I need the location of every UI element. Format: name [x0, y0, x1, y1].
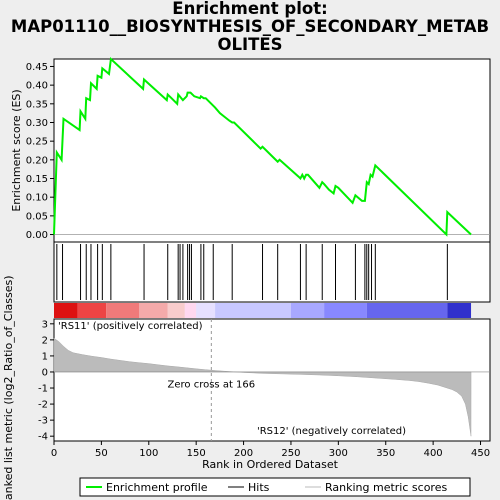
x-axis-label: Rank in Ordered Dataset	[202, 458, 339, 471]
heatmap-segment	[184, 303, 197, 318]
legend-label: Hits	[248, 481, 270, 494]
chart-title: Enrichment plot: MAP01110__BIOSYNTHESIS_…	[0, 0, 500, 54]
es-ytick-label: 0.00	[26, 230, 48, 241]
metric-ytick-label: -4	[38, 432, 48, 443]
xtick-label: 250	[281, 448, 300, 459]
metric-ytick-label: 1	[42, 351, 48, 362]
es-ytick-label: 0.20	[26, 155, 48, 166]
heatmap-segment	[77, 303, 107, 318]
heatmap-segment	[196, 303, 216, 318]
zero-cross-label: Zero cross at 166	[168, 379, 256, 390]
es-ytick-label: 0.05	[26, 211, 48, 222]
xtick-label: 50	[95, 448, 108, 459]
heatmap-segment	[139, 303, 168, 318]
metric-y-axis-label: Ranked list metric (log2_Ratio_of_Classe…	[2, 275, 15, 500]
metric-ytick-label: 0	[42, 367, 48, 378]
heatmap-segment	[366, 303, 448, 318]
metric-ytick-label: 2	[42, 335, 48, 346]
negative-label: 'RS12' (negatively correlated)	[257, 426, 406, 437]
es-ytick-label: 0.10	[26, 193, 48, 204]
es-ytick-label: 0.30	[26, 118, 48, 129]
es-ytick-label: 0.40	[26, 81, 48, 92]
heatmap-segment	[324, 303, 367, 318]
legend-label: Ranking metric scores	[325, 481, 447, 494]
heatmap-segment	[167, 303, 185, 318]
enrichment-profile-line	[53, 56, 472, 237]
hits-panel	[53, 241, 491, 303]
legend-label: Enrichment profile	[106, 481, 208, 494]
xtick-label: 150	[187, 448, 206, 459]
xtick-label: 100	[139, 448, 158, 459]
legend-box	[79, 477, 471, 497]
xtick-label: 400	[424, 448, 443, 459]
xtick-label: 300	[329, 448, 348, 459]
metric-ytick-label: -1	[38, 384, 48, 395]
es-y-axis-label: Enrichment score (ES)	[10, 89, 23, 211]
xtick-label: 450	[471, 448, 490, 459]
metric-ytick-label: -2	[38, 400, 48, 411]
xtick-label: 200	[234, 448, 253, 459]
title-line-3: OLITES	[217, 35, 283, 54]
es-panel	[53, 58, 491, 243]
es-ytick-label: 0.35	[26, 99, 48, 110]
es-ytick-label: 0.25	[26, 137, 48, 148]
heatmap-segment	[215, 303, 291, 318]
heatmap-segment	[447, 303, 472, 318]
xtick-label: 0	[51, 448, 57, 459]
heatmap-segment	[290, 303, 325, 318]
es-ytick-label: 0.15	[26, 174, 48, 185]
metric-ytick-label: 3	[42, 319, 48, 330]
metric-ytick-label: -3	[38, 416, 48, 427]
heatmap-segment	[106, 303, 140, 318]
title-line-2: MAP01110__BIOSYNTHESIS_OF_SECONDARY_META…	[10, 17, 490, 36]
xtick-label: 350	[376, 448, 395, 459]
positive-label: 'RS11' (positively correlated)	[58, 321, 203, 332]
title-line-1: Enrichment plot:	[172, 0, 328, 18]
es-ytick-label: 0.45	[26, 62, 48, 73]
heatmap-segment	[54, 303, 78, 318]
